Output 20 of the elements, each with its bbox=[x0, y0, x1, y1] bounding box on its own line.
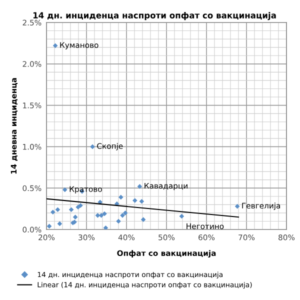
point bbox=[68, 207, 74, 212]
point bbox=[139, 198, 144, 204]
point bbox=[55, 207, 60, 212]
point bbox=[46, 224, 52, 229]
point bbox=[50, 210, 56, 215]
point bbox=[122, 210, 128, 216]
point bbox=[57, 221, 62, 226]
point bbox=[116, 218, 121, 224]
point bbox=[137, 184, 142, 189]
point bbox=[132, 198, 138, 203]
point bbox=[234, 204, 240, 209]
point bbox=[140, 217, 146, 222]
point bbox=[52, 43, 58, 48]
point bbox=[103, 225, 108, 230]
chart-title: 14 дн. инциденца наспроти опфат со вакцинација bbox=[33, 12, 276, 20]
point bbox=[102, 211, 107, 216]
point bbox=[62, 187, 68, 192]
point bbox=[118, 194, 124, 200]
point bbox=[90, 144, 95, 150]
point bbox=[72, 214, 78, 220]
